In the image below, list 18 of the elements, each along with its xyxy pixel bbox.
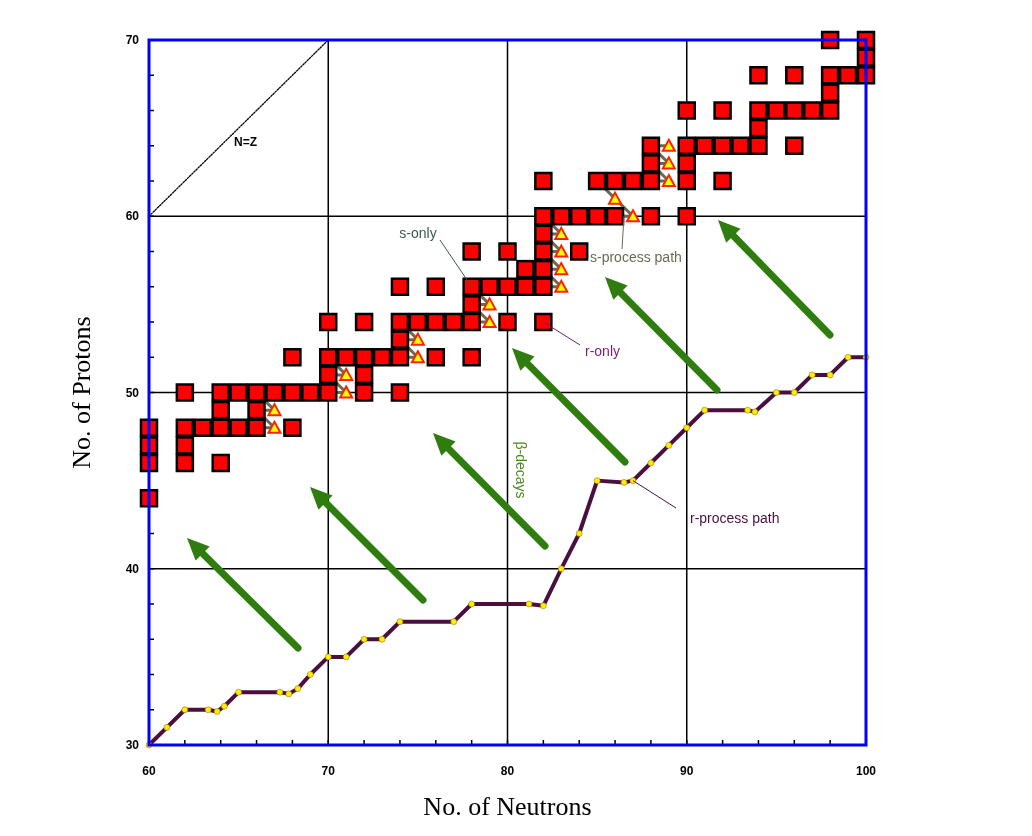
annotation: r-only bbox=[585, 343, 621, 359]
text: r-process path bbox=[690, 510, 780, 526]
series-label: N=Z bbox=[234, 135, 258, 149]
y-tick-label: 30 bbox=[125, 738, 140, 752]
x-tick-label: 90 bbox=[680, 764, 694, 778]
y-tick-label: 40 bbox=[125, 561, 140, 576]
annotation: s-only bbox=[399, 225, 437, 241]
y-axis-title: No. of Protons bbox=[67, 316, 96, 469]
x-tick-label: 60 bbox=[142, 764, 156, 778]
legend-label: s-process path bbox=[590, 249, 682, 265]
x-tick-label: 80 bbox=[500, 764, 515, 778]
x-tick-label: 100 bbox=[855, 764, 877, 778]
y-tick-label: 50 bbox=[125, 385, 140, 400]
y-tick-label: 70 bbox=[125, 33, 140, 47]
x-tick-label: 70 bbox=[321, 764, 336, 778]
y-tick-label: 60 bbox=[125, 209, 140, 224]
x-axis-title: No. of Neutrons bbox=[423, 792, 592, 821]
annotation: β-decays bbox=[513, 441, 529, 499]
